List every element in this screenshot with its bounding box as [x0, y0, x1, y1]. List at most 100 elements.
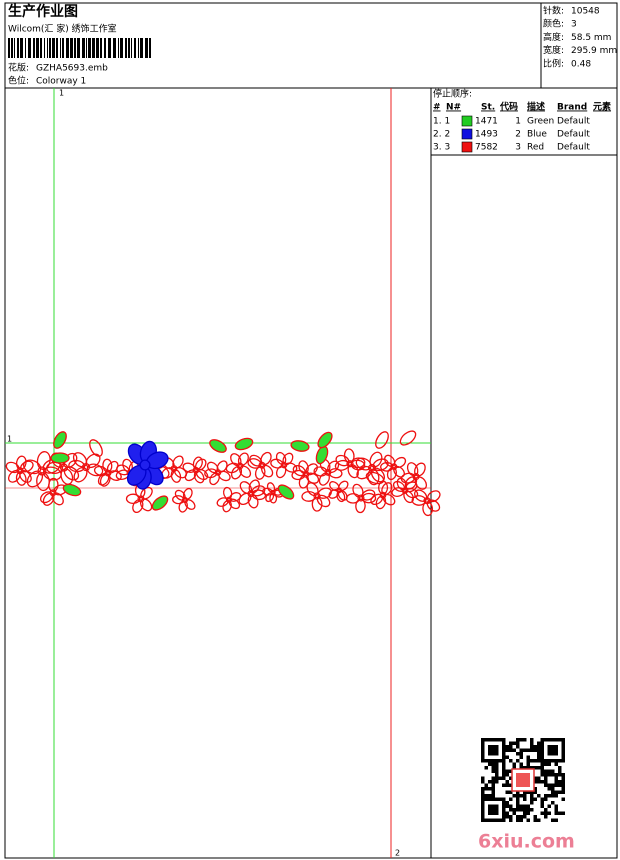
marker: 1: [59, 89, 64, 98]
code: 1: [515, 117, 521, 127]
qr-cell: [540, 811, 544, 815]
petal: [343, 448, 355, 464]
petal: [222, 486, 233, 500]
petal: [5, 461, 20, 474]
qr-cell: [544, 808, 548, 812]
qr-cell: [526, 818, 530, 822]
watermark: 6xiu.com: [478, 831, 575, 853]
bar: [134, 38, 136, 58]
qr-cell: [547, 773, 551, 777]
petal: [414, 489, 428, 502]
qr-cell: [495, 804, 499, 808]
flower-center: [49, 489, 57, 497]
qr-cell: [516, 741, 520, 745]
qr-cell: [491, 766, 495, 770]
qr-cell: [495, 762, 499, 766]
qr-cell: [523, 797, 527, 801]
info-label: 宽度:: [543, 44, 564, 56]
qr-cell: [505, 755, 509, 759]
qr-cell: [502, 759, 506, 763]
qr-cell: [516, 815, 520, 819]
qr-cell: [551, 787, 555, 791]
qr-cell: [495, 797, 499, 801]
qr-cell: [561, 787, 565, 791]
petal: [422, 501, 434, 517]
petal: [249, 454, 263, 467]
qr-cell: [491, 759, 495, 763]
bar: [92, 38, 95, 58]
qr-cell: [537, 776, 541, 780]
qr-cell: [509, 741, 513, 745]
qr-cell: [561, 759, 565, 763]
qr-cell: [481, 748, 485, 752]
qr-cell: [512, 762, 516, 766]
qr-cell: [502, 766, 506, 770]
petal: [361, 489, 376, 501]
petal: [132, 499, 144, 514]
qr-cell: [554, 808, 558, 812]
petal: [282, 452, 294, 466]
qr-cell: [509, 783, 513, 787]
qr-cell: [481, 745, 485, 749]
petal: [393, 456, 407, 469]
qr-cell: [561, 745, 565, 749]
flower-center: [225, 496, 233, 503]
qr-cell: [488, 808, 492, 812]
qr-cell: [551, 759, 555, 763]
qr-cell: [554, 776, 558, 780]
flower-center: [280, 461, 288, 469]
qr-cell: [519, 818, 523, 822]
qr-cell: [561, 797, 565, 801]
flower-center: [390, 463, 398, 470]
design-file: GZHA5693.emb: [36, 64, 108, 74]
qr-cell: [509, 748, 513, 752]
brand: Default: [557, 143, 590, 153]
petal: [174, 489, 186, 501]
qr-cell: [523, 790, 527, 794]
color-swatch: [461, 115, 473, 127]
qr-cell: [551, 745, 555, 749]
qr-cell: [540, 762, 544, 766]
qr-cell: [526, 759, 530, 763]
leaf: [62, 483, 82, 497]
flower-center: [423, 497, 431, 505]
flower-center: [258, 461, 266, 469]
qr-cell: [495, 818, 499, 822]
qr-cell: [558, 811, 562, 815]
bar: [25, 38, 26, 58]
bar: [70, 38, 73, 58]
qr-cell: [488, 787, 492, 791]
qr-cell: [523, 815, 527, 819]
qr-cell: [491, 818, 495, 822]
petal: [400, 472, 416, 484]
qr-cell: [495, 748, 499, 752]
qr-cell: [481, 815, 485, 819]
flower-center: [59, 463, 69, 472]
qr-cell: [544, 811, 548, 815]
qr-cell: [488, 811, 492, 815]
bar: [113, 38, 116, 58]
qr-cell: [537, 818, 541, 822]
qr-cell: [561, 783, 565, 787]
qr-cell: [491, 738, 495, 742]
qr-cell: [533, 797, 537, 801]
petal: [26, 470, 44, 488]
flower-center: [302, 470, 310, 478]
qr-cell: [484, 794, 488, 798]
flower-center: [324, 468, 332, 476]
qr-cell: [509, 818, 513, 822]
column-header: #: [433, 103, 441, 113]
qr-cell: [502, 804, 506, 808]
bar: [108, 38, 111, 58]
qr-cell: [558, 766, 562, 770]
qr-cell: [495, 769, 499, 773]
qr-cell: [526, 804, 530, 808]
qr-cell: [509, 815, 513, 819]
stitches: 1493: [475, 130, 498, 140]
qr-cell: [523, 738, 527, 742]
bar: [74, 38, 76, 58]
qr-cell: [533, 780, 537, 784]
qr-cell: [516, 794, 520, 798]
leaf: [50, 452, 70, 464]
qr-cell: [519, 748, 523, 752]
